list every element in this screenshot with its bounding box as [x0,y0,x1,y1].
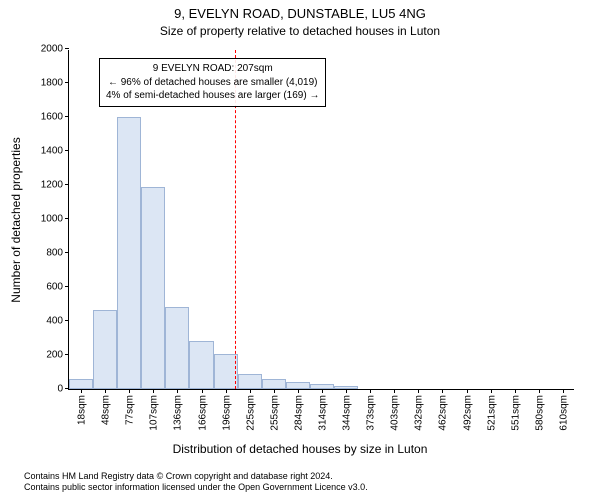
x-tick-label: 551sqm [508,395,521,431]
x-tick-label: 136sqm [171,395,184,431]
histogram-bar [165,307,189,389]
x-tick-label: 284sqm [291,395,304,431]
x-tick-label: 432sqm [412,395,425,431]
y-tick-mark [65,354,69,355]
histogram-bar [189,341,213,389]
x-tick-mark [394,389,395,393]
y-tick-mark [65,286,69,287]
x-tick-label: 462sqm [436,395,449,431]
x-tick-mark [202,389,203,393]
page-subtitle: Size of property relative to detached ho… [0,24,600,38]
page-title: 9, EVELYN ROAD, DUNSTABLE, LU5 4NG [0,6,600,21]
x-tick-mark [563,389,564,393]
x-tick-mark [226,389,227,393]
y-tick-mark [65,48,69,49]
x-tick-label: 580sqm [532,395,545,431]
x-tick-mark [298,389,299,393]
x-tick-label: 166sqm [195,395,208,431]
x-tick-label: 373sqm [364,395,377,431]
y-tick-label: 200 [46,350,69,361]
y-tick-mark [65,184,69,185]
x-tick-label: 107sqm [147,395,160,431]
y-tick-label: 1400 [41,146,69,157]
x-tick-mark [418,389,419,393]
x-tick-mark [177,389,178,393]
annotation-line-2: ← 96% of detached houses are smaller (4,… [106,76,319,90]
histogram-bar [69,379,93,389]
y-tick-label: 0 [57,384,69,395]
x-tick-label: 225sqm [243,395,256,431]
y-tick-mark [65,252,69,253]
y-tick-label: 600 [46,282,69,293]
y-tick-mark [65,116,69,117]
y-tick-label: 1600 [41,112,69,123]
histogram-bar [334,386,358,389]
y-tick-mark [65,320,69,321]
histogram-bar [141,187,165,389]
x-tick-mark [515,389,516,393]
y-tick-mark [65,218,69,219]
histogram-bar [310,384,334,389]
x-tick-mark [442,389,443,393]
x-tick-mark [129,389,130,393]
x-tick-mark [322,389,323,393]
y-tick-label: 2000 [41,44,69,55]
x-tick-label: 48sqm [99,395,112,425]
x-tick-mark [370,389,371,393]
x-tick-label: 521sqm [484,395,497,431]
x-tick-mark [250,389,251,393]
x-tick-mark [491,389,492,393]
histogram-plot: 020040060080010001200140016001800200018s… [68,50,574,390]
y-tick-mark [65,150,69,151]
x-tick-label: 77sqm [123,395,136,425]
x-axis-label: Distribution of detached houses by size … [0,442,600,456]
annotation-line-1: 9 EVELYN ROAD: 207sqm [106,62,319,76]
y-tick-label: 800 [46,248,69,259]
x-tick-mark [105,389,106,393]
x-tick-label: 344sqm [340,395,353,431]
y-tick-mark [65,82,69,83]
x-tick-label: 196sqm [219,395,232,431]
histogram-bar [262,379,286,389]
y-axis-label: Number of detached properties [9,137,23,302]
histogram-bar [286,382,310,389]
x-tick-label: 314sqm [316,395,329,431]
x-tick-label: 403sqm [388,395,401,431]
x-tick-mark [467,389,468,393]
x-tick-mark [346,389,347,393]
footer-attribution: Contains HM Land Registry data © Crown c… [24,471,368,494]
x-tick-label: 18sqm [75,395,88,425]
histogram-bar [238,374,262,389]
x-tick-mark [153,389,154,393]
x-tick-label: 492sqm [460,395,473,431]
x-tick-mark [274,389,275,393]
y-tick-label: 1800 [41,78,69,89]
x-tick-label: 610sqm [556,395,569,431]
annotation-line-3: 4% of semi-detached houses are larger (1… [106,89,319,103]
annotation-box: 9 EVELYN ROAD: 207sqm← 96% of detached h… [99,58,326,107]
x-tick-mark [539,389,540,393]
y-tick-label: 1000 [41,214,69,225]
footer-line-2: Contains public sector information licen… [24,482,368,494]
x-tick-mark [81,389,82,393]
footer-line-1: Contains HM Land Registry data © Crown c… [24,471,368,483]
histogram-bar [117,117,141,389]
y-tick-label: 1200 [41,180,69,191]
x-tick-label: 255sqm [267,395,280,431]
histogram-bar [93,310,117,389]
y-tick-label: 400 [46,316,69,327]
